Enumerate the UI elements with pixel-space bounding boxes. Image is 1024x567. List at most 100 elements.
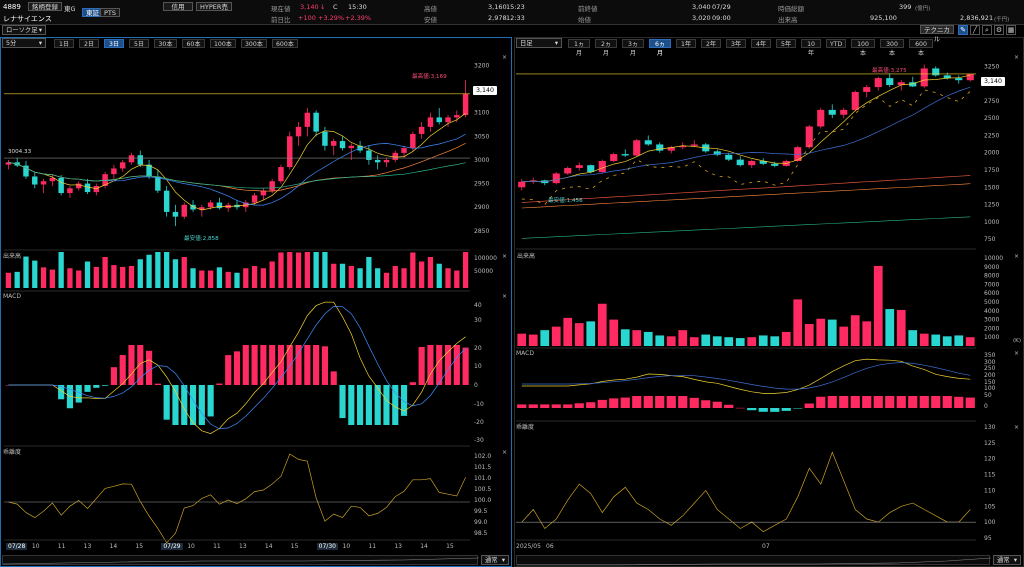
range-button-5[interactable]: 30本	[154, 39, 177, 48]
price-tag: 3,140	[473, 86, 498, 95]
interval-select[interactable]: 5分 ▾	[2, 38, 46, 48]
left-toolbar: 5分 ▾ 1日 2日 3日 5日 30本 60本 100本 300本 600本	[2, 38, 510, 50]
register-stock-button[interactable]: 銘柄登録	[28, 2, 62, 11]
volume-bar	[632, 330, 642, 346]
chevron-down-icon: ▾	[1013, 557, 1017, 564]
range-button-1[interactable]: 1ヵ月	[568, 39, 590, 57]
macd-axis-label: -30	[474, 437, 484, 444]
macd-histogram-bar	[383, 385, 390, 425]
range-button-7[interactable]: 3年	[726, 39, 746, 48]
volume-bar	[919, 333, 929, 346]
tab-pts[interactable]: PTS	[100, 8, 121, 17]
intraday-candle	[392, 152, 398, 160]
open-time: 09:00	[712, 14, 731, 22]
settings-icon[interactable]: ⚙	[994, 25, 1004, 35]
range-button-3[interactable]: 3ヵ月	[622, 39, 644, 57]
intraday-candle	[172, 211, 179, 217]
technical-button[interactable]: テクニカル	[920, 25, 954, 43]
intraday-candle	[76, 183, 82, 189]
hyper-sell-button[interactable]: HYPER売	[196, 2, 232, 11]
range-button-9[interactable]: 600本	[272, 39, 298, 48]
volume-bar	[216, 267, 223, 288]
time-axis-label: 11	[213, 543, 221, 550]
pencil-icon[interactable]: ✎	[958, 25, 968, 35]
range-button-12[interactable]: 100本	[851, 39, 875, 57]
intraday-candle	[58, 177, 64, 194]
open-value: 3,020	[692, 14, 711, 22]
macd-histogram-bar	[965, 397, 975, 408]
ma-40-line	[8, 161, 466, 189]
line-tool-icon[interactable]: ╱	[970, 25, 980, 35]
volume-bar	[40, 267, 47, 288]
daily-candle	[679, 145, 687, 148]
volume-axis-label: 100000	[474, 255, 497, 262]
close-icon: ×	[1014, 54, 1019, 61]
range-button-8[interactable]: 300本	[241, 39, 267, 48]
range-button-4[interactable]: 5日	[129, 39, 149, 48]
deviation-axis-label: 101.0	[474, 475, 491, 482]
macd-axis-label: 20	[474, 345, 482, 352]
intraday-candle	[287, 136, 293, 168]
range-button-11[interactable]: YTD	[826, 39, 846, 48]
macd-axis-label: 10	[474, 363, 482, 370]
daily-candle	[759, 161, 767, 164]
volume-bar	[827, 319, 837, 346]
right-scroll-select[interactable]: 通常 ▾	[993, 555, 1021, 565]
intraday-candle	[67, 188, 73, 194]
volume-bar	[120, 266, 126, 288]
daily-candle	[564, 167, 572, 174]
range-button-2[interactable]: 2日	[79, 39, 99, 48]
deviation-line	[521, 451, 971, 533]
volume-bar	[666, 336, 676, 346]
range-button-1[interactable]: 1日	[54, 39, 74, 48]
volume-pane-title: 出来高	[517, 252, 535, 260]
macd-histogram-bar	[119, 355, 126, 385]
range-button-2[interactable]: 2ヵ月	[595, 39, 617, 57]
macd-histogram-bar	[110, 367, 117, 385]
macd-axis-label: 200	[984, 372, 996, 379]
macd-histogram-bar	[942, 396, 952, 408]
range-button-4[interactable]: 6ヵ月	[649, 39, 671, 57]
range-button-7[interactable]: 100本	[210, 39, 236, 48]
left-scroll-bar[interactable]	[2, 555, 479, 565]
deviation-axis-label: 120	[984, 456, 996, 463]
range-button-9[interactable]: 5年	[776, 39, 796, 48]
credit-button[interactable]: 信用	[163, 2, 193, 11]
range-button-6[interactable]: 60本	[182, 39, 205, 48]
volume-bar	[401, 268, 407, 288]
right-interval-value: 日足	[520, 40, 533, 47]
ma-75-line	[521, 175, 971, 203]
chart-type-select[interactable]: ローソク足 ▾	[2, 25, 46, 35]
daily-chart-area[interactable]: 7501000125015001750200022502500275030003…	[514, 50, 1024, 550]
time-axis-label: 11	[368, 543, 377, 550]
range-button-8[interactable]: 4年	[751, 39, 771, 48]
volume-bar	[781, 331, 791, 346]
intraday-chart-area[interactable]: 28502900295030003050310031503200×出来高×500…	[0, 50, 512, 550]
range-button-3[interactable]: 3日	[104, 39, 124, 48]
time-axis-label: 15	[290, 543, 299, 550]
deviation-pane-title: 乖離度	[3, 448, 21, 456]
left-scroll-select[interactable]: 通常 ▾	[481, 555, 509, 565]
range-button-14[interactable]: 600本	[909, 39, 933, 57]
range-button-6[interactable]: 2年	[701, 39, 721, 48]
volume-axis-label: 9000	[984, 264, 999, 271]
intraday-candle	[190, 204, 196, 210]
daily-candle	[771, 163, 779, 166]
volume-bar	[155, 252, 161, 288]
macd-histogram-bar	[574, 403, 584, 408]
range-button-10[interactable]: 10年	[801, 39, 821, 57]
zoom-icon[interactable]: ⌕	[982, 25, 992, 35]
volume-pane-title: 出来高	[3, 252, 21, 260]
range-button-5[interactable]: 1年	[676, 39, 696, 48]
macd-line	[521, 358, 971, 394]
deviation-axis-label: 110	[984, 487, 996, 494]
grid-icon[interactable]: ▦	[1006, 25, 1016, 35]
volume-bar	[724, 337, 734, 346]
right-interval-select[interactable]: 日足 ▾	[516, 38, 562, 48]
right-scroll-bar[interactable]	[516, 555, 991, 566]
range-button-13[interactable]: 300本	[880, 39, 904, 57]
intraday-candle	[128, 155, 135, 163]
macd-histogram-bar	[216, 383, 223, 385]
macd-histogram-bar	[313, 345, 320, 385]
intraday-candle	[330, 141, 337, 146]
